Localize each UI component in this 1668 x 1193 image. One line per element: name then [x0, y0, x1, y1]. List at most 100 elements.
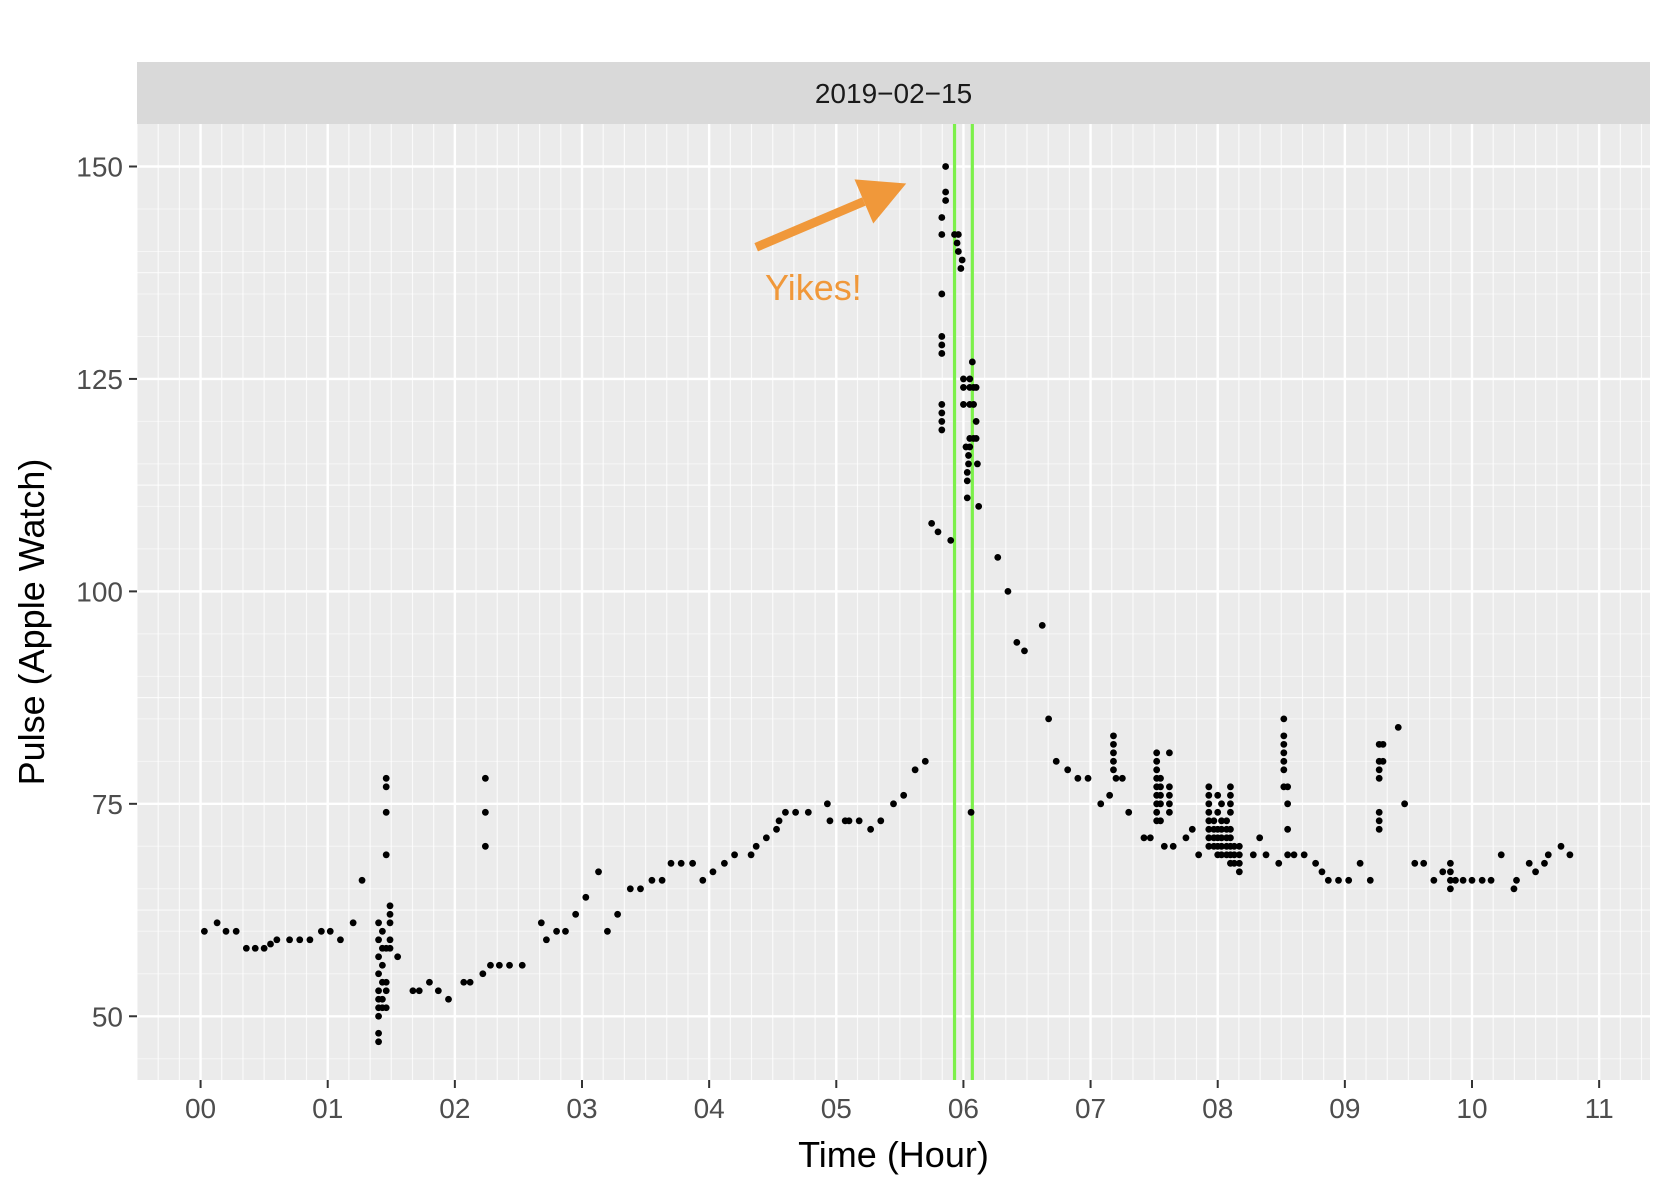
data-point	[382, 774, 390, 782]
facet-strip	[137, 62, 1650, 124]
data-point	[1227, 783, 1234, 791]
data-point	[970, 401, 977, 408]
data-point	[954, 231, 962, 238]
x-axis-ticks: 00 01 02 03 04 05 06 07 08 09 10 11	[185, 1080, 1614, 1124]
data-point	[1235, 859, 1243, 867]
data-point	[823, 800, 831, 808]
data-point	[1052, 757, 1060, 765]
data-point	[1284, 783, 1292, 791]
x-tick-label: 02	[439, 1093, 470, 1124]
data-point	[1205, 825, 1213, 833]
data-point	[1166, 783, 1173, 791]
data-point	[938, 418, 946, 425]
data-point	[1227, 808, 1234, 816]
data-point	[1084, 774, 1092, 782]
data-point	[966, 375, 974, 383]
data-point	[375, 970, 382, 978]
x-tick-label: 03	[566, 1093, 597, 1124]
data-point	[900, 791, 908, 799]
data-point	[938, 401, 946, 408]
data-point	[1153, 766, 1161, 774]
data-point	[938, 350, 946, 357]
annotation: Yikes!	[754, 179, 907, 308]
data-point	[562, 927, 569, 935]
y-tick-label: 75	[92, 789, 123, 820]
data-point	[966, 443, 974, 451]
data-point	[1227, 834, 1234, 842]
data-point	[1013, 638, 1021, 646]
data-point	[1541, 859, 1548, 867]
data-point	[967, 808, 975, 816]
data-point	[1157, 791, 1164, 799]
data-point	[382, 851, 390, 859]
data-point	[1420, 859, 1428, 867]
data-point	[1146, 834, 1154, 842]
data-point	[1356, 859, 1364, 867]
data-point	[1280, 749, 1288, 757]
data-point	[689, 859, 697, 867]
data-point	[677, 859, 685, 867]
data-point	[1280, 766, 1288, 774]
data-point	[792, 808, 799, 816]
data-point	[954, 248, 962, 255]
data-point	[1280, 732, 1288, 740]
data-point	[960, 384, 967, 391]
data-point	[349, 919, 357, 927]
data-point	[942, 163, 950, 170]
data-point	[1205, 817, 1213, 825]
data-point	[1223, 817, 1231, 825]
data-point	[1166, 800, 1173, 808]
data-point	[1205, 842, 1213, 850]
data-point	[947, 536, 955, 544]
data-point	[975, 503, 983, 510]
data-point	[1064, 766, 1072, 774]
data-point	[965, 460, 972, 468]
data-point	[1446, 885, 1454, 893]
data-point	[1280, 740, 1288, 748]
data-point	[595, 868, 602, 876]
data-point	[1230, 859, 1238, 867]
data-point	[375, 987, 382, 995]
data-point	[1074, 774, 1082, 782]
data-point	[775, 817, 783, 825]
x-tick-label: 01	[312, 1093, 343, 1124]
data-point	[200, 927, 208, 935]
data-point	[1235, 851, 1243, 859]
x-axis-title: Time (Hour)	[798, 1134, 989, 1175]
y-tick-label: 50	[92, 1001, 123, 1032]
data-point	[409, 987, 417, 995]
data-point	[378, 961, 386, 969]
x-tick-label: 00	[185, 1093, 216, 1124]
data-point	[1249, 851, 1257, 859]
data-point	[1459, 876, 1467, 884]
data-point	[938, 290, 946, 298]
data-point	[1379, 740, 1387, 748]
data-point	[938, 231, 946, 238]
data-point	[752, 842, 760, 850]
data-point	[782, 808, 789, 816]
data-point	[1205, 834, 1213, 842]
data-point	[1166, 749, 1173, 757]
data-point	[721, 859, 728, 867]
data-point	[1532, 868, 1539, 876]
data-point	[267, 940, 274, 948]
data-point	[953, 239, 961, 247]
data-point	[1375, 808, 1383, 816]
major-gridlines	[137, 124, 1650, 1080]
data-point	[1110, 732, 1117, 740]
data-point	[378, 927, 386, 935]
data-point	[963, 469, 971, 476]
data-point	[1335, 876, 1342, 884]
data-point	[1153, 749, 1161, 757]
data-point	[1227, 825, 1234, 833]
annotation-arrow-head	[854, 179, 907, 224]
data-point	[273, 936, 281, 944]
data-point	[1218, 851, 1225, 859]
data-point	[543, 936, 550, 944]
data-point	[1110, 766, 1117, 774]
data-point	[1401, 800, 1409, 808]
x-tick-label: 08	[1202, 1093, 1233, 1124]
data-point	[375, 1029, 382, 1037]
